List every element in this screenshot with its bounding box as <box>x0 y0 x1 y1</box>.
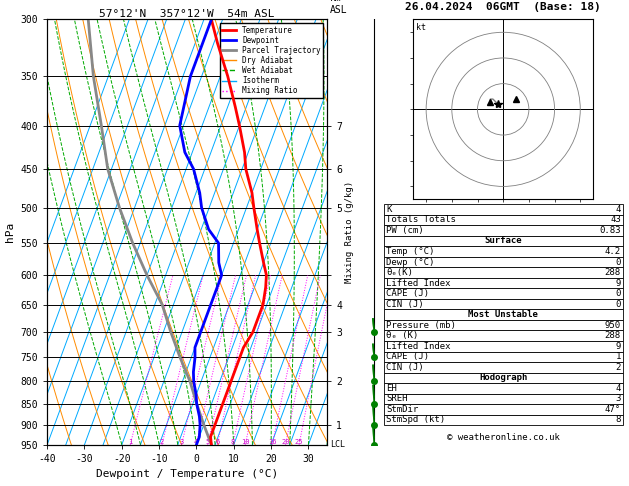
Text: 25: 25 <box>295 439 303 445</box>
Text: 4: 4 <box>615 205 621 214</box>
Text: 8: 8 <box>615 416 621 424</box>
Text: θₑ (K): θₑ (K) <box>386 331 418 340</box>
Text: Pressure (mb): Pressure (mb) <box>386 321 456 330</box>
Text: 43: 43 <box>610 215 621 225</box>
Text: Dewp (°C): Dewp (°C) <box>386 258 435 266</box>
Text: 288: 288 <box>604 268 621 277</box>
Text: CIN (J): CIN (J) <box>386 363 424 372</box>
Text: 8: 8 <box>231 439 235 445</box>
Text: 26.04.2024  06GMT  (Base: 18): 26.04.2024 06GMT (Base: 18) <box>405 2 601 13</box>
Text: km
ASL: km ASL <box>330 0 348 15</box>
Text: 20: 20 <box>281 439 290 445</box>
Text: 2: 2 <box>160 439 164 445</box>
Text: 4.2: 4.2 <box>604 247 621 256</box>
Text: 9: 9 <box>615 278 621 288</box>
Text: Lifted Index: Lifted Index <box>386 278 451 288</box>
Text: Totals Totals: Totals Totals <box>386 215 456 225</box>
Text: 6: 6 <box>215 439 220 445</box>
Text: 3: 3 <box>615 395 621 403</box>
Text: 1: 1 <box>128 439 132 445</box>
Text: 0.83: 0.83 <box>599 226 621 235</box>
Text: 9: 9 <box>615 342 621 351</box>
Text: 3: 3 <box>179 439 184 445</box>
Text: 5: 5 <box>206 439 209 445</box>
Text: Most Unstable: Most Unstable <box>468 310 538 319</box>
Text: Surface: Surface <box>484 237 522 245</box>
Text: K: K <box>386 205 392 214</box>
Text: 10: 10 <box>241 439 250 445</box>
X-axis label: Dewpoint / Temperature (°C): Dewpoint / Temperature (°C) <box>96 469 278 479</box>
Text: PW (cm): PW (cm) <box>386 226 424 235</box>
Text: © weatheronline.co.uk: © weatheronline.co.uk <box>447 433 560 442</box>
Text: 47°: 47° <box>604 405 621 414</box>
Text: 288: 288 <box>604 331 621 340</box>
Text: CAPE (J): CAPE (J) <box>386 289 429 298</box>
Text: CAPE (J): CAPE (J) <box>386 352 429 361</box>
Text: CIN (J): CIN (J) <box>386 300 424 309</box>
Y-axis label: hPa: hPa <box>5 222 15 242</box>
Text: 0: 0 <box>615 300 621 309</box>
Text: Lifted Index: Lifted Index <box>386 342 451 351</box>
Text: StmDir: StmDir <box>386 405 418 414</box>
Text: StmSpd (kt): StmSpd (kt) <box>386 416 445 424</box>
Text: 16: 16 <box>268 439 277 445</box>
Title: 57°12'N  357°12'W  54m ASL: 57°12'N 357°12'W 54m ASL <box>99 9 275 18</box>
Text: SREH: SREH <box>386 395 408 403</box>
Text: EH: EH <box>386 384 397 393</box>
Y-axis label: Mixing Ratio (g/kg): Mixing Ratio (g/kg) <box>345 181 353 283</box>
Text: Temp (°C): Temp (°C) <box>386 247 435 256</box>
Text: kt: kt <box>416 23 426 32</box>
Text: Hodograph: Hodograph <box>479 373 527 382</box>
Text: 0: 0 <box>615 289 621 298</box>
Text: θₑ(K): θₑ(K) <box>386 268 413 277</box>
Text: 0: 0 <box>615 258 621 266</box>
Text: 4: 4 <box>615 384 621 393</box>
Text: 1: 1 <box>615 352 621 361</box>
Text: 950: 950 <box>604 321 621 330</box>
Legend: Temperature, Dewpoint, Parcel Trajectory, Dry Adiabat, Wet Adiabat, Isotherm, Mi: Temperature, Dewpoint, Parcel Trajectory… <box>220 23 323 98</box>
Text: 4: 4 <box>194 439 198 445</box>
Text: LCL: LCL <box>330 440 345 449</box>
Text: 2: 2 <box>615 363 621 372</box>
